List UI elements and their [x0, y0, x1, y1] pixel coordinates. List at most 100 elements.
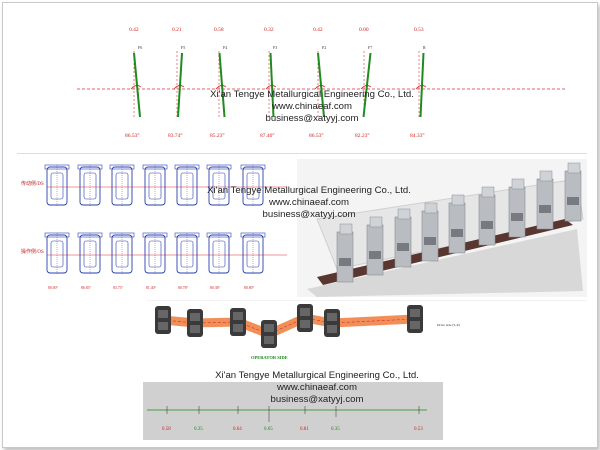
stand-offset-value: 0.00	[359, 27, 369, 33]
stand-alignment-panel: 0.42 F6 86.53° 0.21 F5 83.74° 0.58 F4 85.23° 0.32…	[17, 11, 587, 154]
offset-value: 0.35	[194, 427, 203, 432]
roll-stand	[261, 320, 277, 348]
roll-stand	[407, 305, 423, 333]
stand-mark: 0.42 F2 86.53°	[309, 27, 326, 139]
stand-outline	[77, 164, 103, 207]
render-stand	[421, 202, 439, 262]
watermark-middle: Xi'an Tengye Metallurgical Engineering C…	[199, 185, 419, 221]
offset-value: 0.64	[233, 427, 242, 432]
stand-outline	[142, 232, 168, 275]
row2-label: 操作侧/OS	[21, 248, 44, 255]
render-stand	[536, 170, 554, 230]
watermark-company: Xi'an Tengye Metallurgical Engineering C…	[210, 89, 414, 100]
watermark-email: business@xatyyj.com	[270, 394, 364, 405]
stand-angle: 82.23°	[355, 132, 370, 139]
stand-outline	[44, 164, 70, 207]
render-stand	[394, 208, 412, 268]
watermark-email: business@xatyyj.com	[265, 113, 359, 124]
row1-label: 传动侧/DS	[21, 180, 44, 187]
stand-angle-labels: 80.00° 86.83° 83.73° 81.40° 80.78° 80.38° 80.8…	[48, 286, 255, 290]
operator-side-label: OPERATOR SIDE	[251, 355, 288, 360]
stand-label: F4	[223, 45, 227, 50]
stand-offset-value: 0.32	[264, 27, 274, 33]
end-note: Drive side (S-P)	[437, 323, 461, 327]
watermark-bottom: Xi'an Tengye Metallurgical Engineering C…	[207, 370, 427, 406]
stand-outline	[240, 164, 266, 207]
angle-arc	[265, 85, 277, 90]
stand-angle: 83.74°	[168, 132, 183, 139]
stand-angle: 87.40°	[260, 132, 275, 139]
watermark-website: www.chinaeaf.com	[272, 101, 352, 112]
stand-outline	[174, 232, 200, 275]
roll-stand	[297, 304, 313, 332]
stand-label: R	[423, 45, 426, 50]
render-stand	[448, 194, 466, 254]
drawing-background	[17, 159, 297, 297]
angle-arc	[314, 85, 326, 90]
render-stand	[336, 223, 354, 283]
watermark-website: www.chinaeaf.com	[269, 197, 349, 208]
pass-line-diagram: OPERATOR SIDE Drive side (S-P) 0.58 0.35 0…	[143, 300, 587, 440]
stand-outline	[240, 232, 266, 275]
stand-mark: 0.53 R 84.33°	[410, 27, 427, 139]
watermark-company: Xi'an Tengye Metallurgical Engineering C…	[207, 185, 411, 196]
stand-offset-value: 0.58	[214, 27, 224, 33]
offset-value: 0.81	[300, 427, 309, 432]
render-stand	[366, 216, 384, 276]
offset-value: 0.58	[162, 427, 171, 432]
angle-arc	[360, 85, 372, 90]
offset-values: 0.58 0.35 0.64 0.65 0.81 0.35 0.53	[162, 406, 423, 432]
roll-stand	[187, 309, 203, 337]
roll-stand-group	[155, 304, 423, 348]
stand-offset-value: 0.42	[129, 27, 139, 33]
stand-angle: 84.33°	[410, 132, 425, 139]
mill-stand-panel: 传动侧/DS 操作侧/OS 80.00° 86.83° 83.73° 81.40° 80…	[17, 159, 587, 297]
stand-mark: 0.32 F3 87.40°	[260, 27, 277, 139]
stand-outline	[142, 164, 168, 207]
stand-offset-value: 0.21	[172, 27, 182, 33]
pass-line-panel: OPERATOR SIDE Drive side (S-P) 0.58 0.35 0…	[17, 300, 587, 440]
stand-alignment-diagram: 0.42 F6 86.53° 0.21 F5 83.74° 0.58 F4 85.23° 0.32…	[77, 27, 567, 139]
offset-value: 0.53	[414, 427, 423, 432]
stand-outline-group	[44, 164, 287, 275]
stand-angle: 86.53°	[125, 132, 140, 139]
stand-mark: 0.21 F5 83.74°	[168, 27, 185, 139]
watermark-company: Xi'an Tengye Metallurgical Engineering C…	[215, 370, 419, 381]
angle-arc	[130, 85, 142, 90]
stand-outline	[109, 164, 135, 207]
stand-outline	[206, 232, 232, 275]
stand-angle: 80.80°	[244, 286, 255, 290]
render-stand	[564, 162, 582, 222]
roll-stand	[324, 309, 340, 337]
stand-outline	[206, 164, 232, 207]
stand-angle: 80.38°	[210, 286, 221, 290]
roll-stand	[230, 308, 246, 336]
angle-arc	[173, 85, 185, 90]
stand-angle: 86.83°	[81, 286, 92, 290]
stand-offset-value: 0.53	[414, 27, 424, 33]
stand-angle: 86.53°	[309, 132, 324, 139]
stand-angle: 81.40°	[146, 286, 157, 290]
stand-angle: 83.73°	[113, 286, 124, 290]
stand-outline	[174, 164, 200, 207]
watermark-email: business@xatyyj.com	[262, 209, 356, 220]
stand-label: F2	[322, 45, 326, 50]
stand-mark: 0.00 F7 82.23°	[355, 27, 372, 139]
stand-label: F6	[138, 45, 142, 50]
stand-mark: 0.42 F6 86.53°	[125, 27, 142, 139]
stand-label: F7	[368, 45, 372, 50]
stand-angle: 80.78°	[178, 286, 189, 290]
stand-angle: 85.23°	[210, 132, 225, 139]
render-stand	[478, 186, 496, 246]
stand-outline	[77, 232, 103, 275]
stand-mark: 0.58 F4 85.23°	[210, 27, 227, 139]
mill-stand-drawings: 传动侧/DS 操作侧/OS 80.00° 86.83° 83.73° 81.40° 80…	[17, 159, 584, 297]
offset-value: 0.65	[264, 427, 273, 432]
stand-angle: 80.00°	[48, 286, 59, 290]
stand-offset-value: 0.42	[313, 27, 323, 33]
angle-arc	[415, 85, 427, 90]
render-stand	[508, 178, 526, 238]
watermark-website: www.chinaeaf.com	[277, 382, 357, 393]
stand-label: F3	[273, 45, 277, 50]
